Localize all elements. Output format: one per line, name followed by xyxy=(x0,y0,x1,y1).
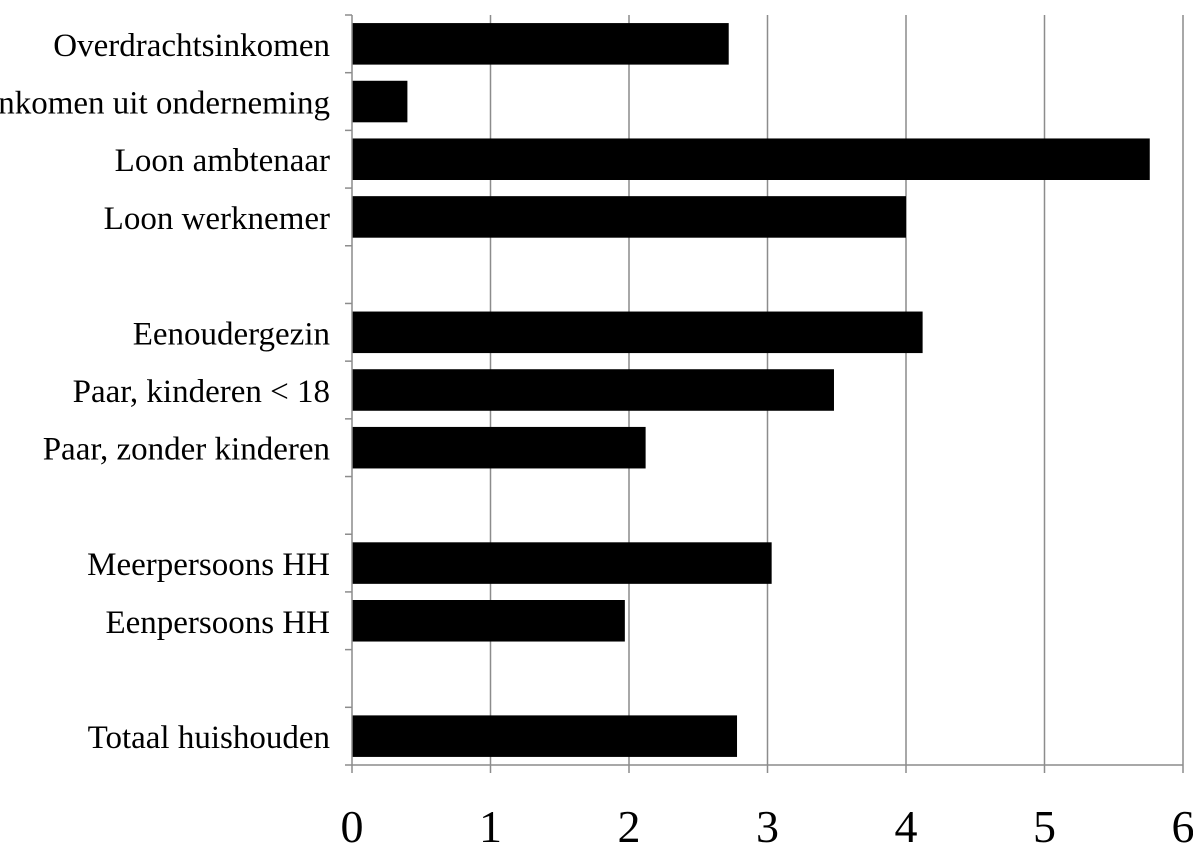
category-label: Paar, kinderen < 18 xyxy=(73,374,330,410)
bar xyxy=(352,196,906,238)
category-label: Loon werknemer xyxy=(104,201,330,237)
x-tick-label: 1 xyxy=(479,801,502,848)
category-labels: Overdrachtsinkomen Inkomen uit ondernemin… xyxy=(0,28,330,756)
category-label: Loon ambtenaar xyxy=(115,143,330,179)
bar xyxy=(352,369,834,411)
category-label: Overdrachtsinkomen xyxy=(53,28,330,64)
x-tick-label: 5 xyxy=(1033,801,1056,848)
bars xyxy=(352,23,1150,757)
bar xyxy=(352,715,738,757)
x-tick-label: 6 xyxy=(1172,801,1193,848)
x-tick-label: 4 xyxy=(895,801,918,848)
x-tick-labels: 0 1 2 3 4 5 6 xyxy=(341,801,1193,848)
category-label: Eenoudergezin xyxy=(133,316,330,352)
axes xyxy=(345,14,1184,773)
x-tick-label: 3 xyxy=(756,801,779,848)
category-label: Paar, zonder kinderen xyxy=(43,432,330,468)
category-label: Meerpersoons HH xyxy=(87,547,330,583)
bar xyxy=(352,426,646,469)
category-label: Eenpersoons HH xyxy=(105,605,330,641)
x-tick-label: 0 xyxy=(341,801,364,848)
bar xyxy=(352,80,408,123)
category-label: Totaal huishouden xyxy=(88,720,330,756)
bar xyxy=(352,542,772,584)
x-tick-label: 2 xyxy=(618,801,641,848)
bar xyxy=(352,600,625,642)
bar xyxy=(352,311,923,354)
bar xyxy=(352,138,1150,180)
category-label: Inkomen uit onderneming xyxy=(0,86,330,122)
bar xyxy=(352,23,729,65)
